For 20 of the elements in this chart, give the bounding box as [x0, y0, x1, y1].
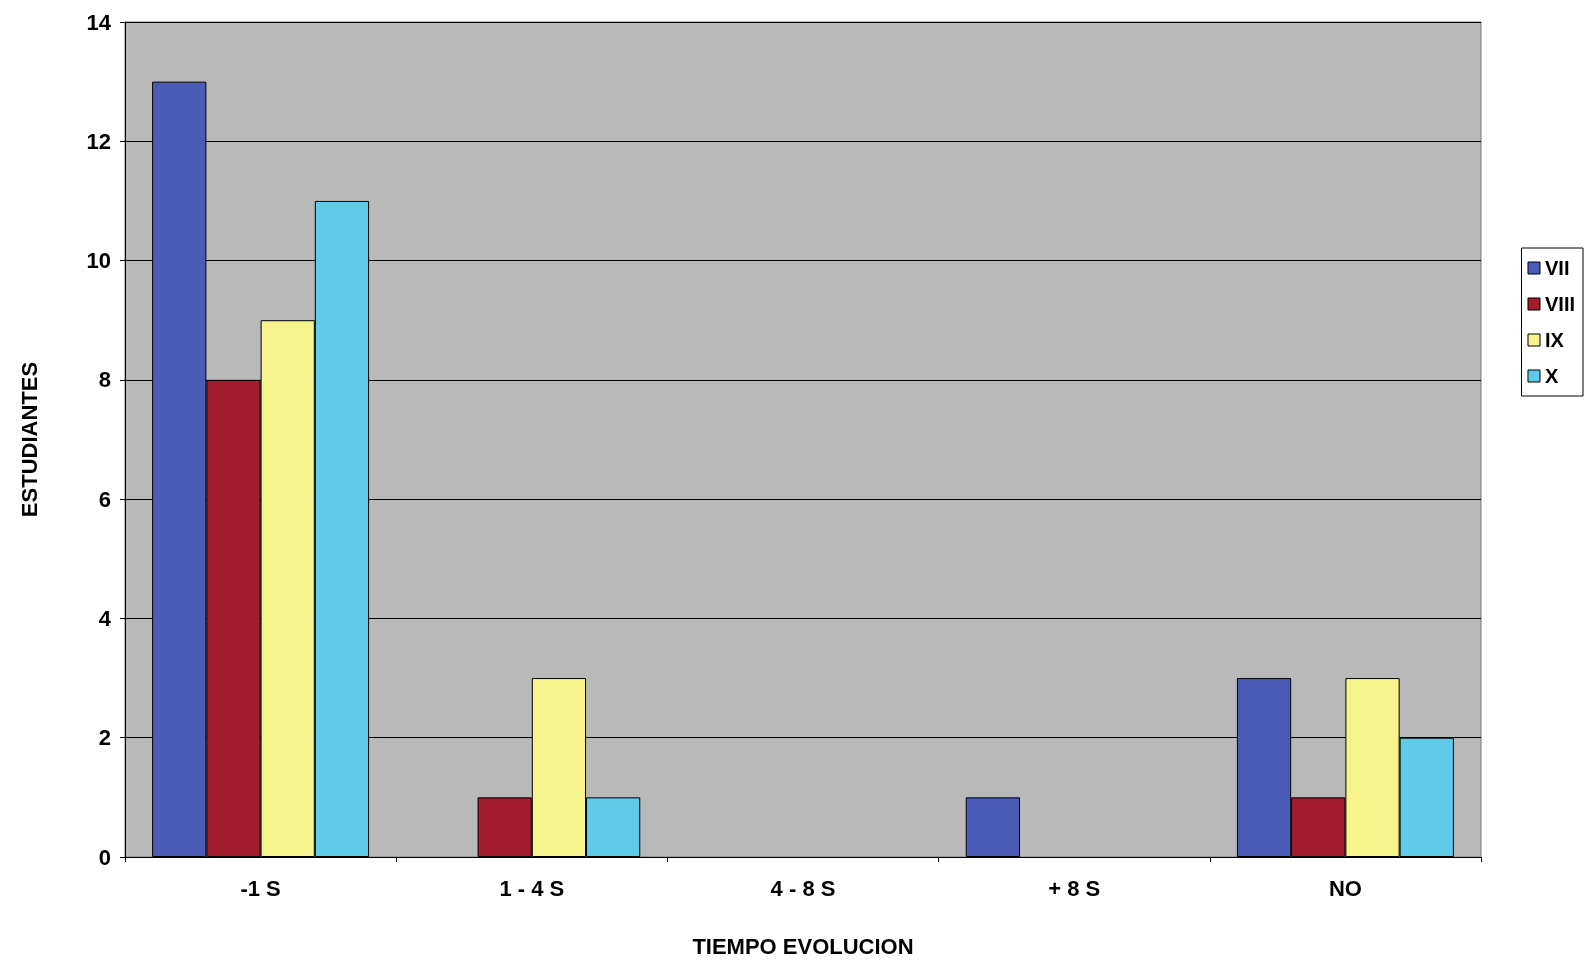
legend-label: VII — [1544, 257, 1570, 279]
x-tick-label: 1 - 4 S — [499, 875, 565, 901]
y-tick-label: 12 — [86, 128, 111, 154]
x-tick-label: -1 S — [240, 875, 281, 901]
y-tick-label: 8 — [98, 367, 111, 393]
y-tick-label: 10 — [86, 248, 111, 274]
legend-label: VIII — [1544, 293, 1576, 315]
y-tick-label: 14 — [86, 9, 112, 35]
y-tick-label: 4 — [98, 605, 112, 631]
y-axis-title: ESTUDIANTES — [16, 361, 42, 518]
x-tick-label: + 8 S — [1048, 875, 1101, 901]
y-tick-label: 6 — [98, 486, 111, 512]
legend-label: IX — [1544, 329, 1565, 351]
bar — [965, 797, 1020, 857]
x-tick-label: NO — [1328, 875, 1362, 901]
legend-label: X — [1544, 365, 1559, 387]
y-tick-label: 0 — [98, 844, 111, 870]
x-axis-title: TIEMPO EVOLUCION — [692, 933, 914, 959]
x-tick-label: 4 - 8 S — [770, 875, 836, 901]
y-tick-label: 2 — [98, 725, 111, 751]
